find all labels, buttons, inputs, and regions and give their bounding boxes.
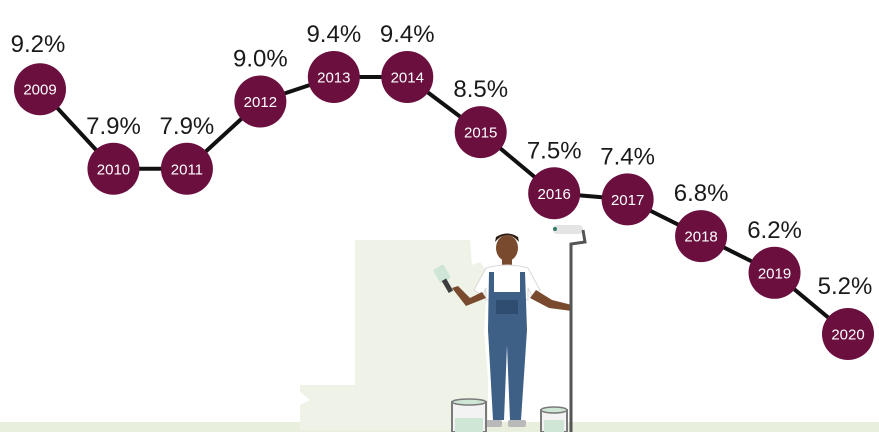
year-label: 2011: [171, 161, 203, 178]
year-label: 2012: [244, 94, 277, 111]
value-label: 9.4%: [306, 21, 361, 48]
data-point-2020: [822, 308, 874, 360]
painter-head: [496, 235, 518, 261]
value-label: 6.2%: [747, 217, 802, 244]
paint-cans: [451, 398, 568, 432]
data-point-2017: [601, 173, 654, 226]
painted-wall: [300, 240, 490, 430]
year-label: 2015: [464, 125, 497, 142]
data-point-2010: [87, 142, 140, 195]
value-label: 8.5%: [453, 76, 508, 103]
paint-brush: [433, 264, 454, 294]
year-label: 2016: [537, 186, 570, 203]
value-label: 5.2%: [818, 273, 873, 300]
data-point-2018: [675, 210, 728, 263]
value-label: 7.9%: [160, 113, 215, 140]
painter-right-arm: [530, 290, 572, 311]
value-label: 9.4%: [380, 21, 435, 48]
year-label: 2010: [97, 161, 130, 178]
year-label: 2013: [317, 70, 350, 87]
value-label: 7.9%: [86, 113, 141, 140]
painter-left-arm: [452, 286, 486, 306]
year-label: 2009: [23, 82, 56, 99]
data-point-2011: [160, 142, 213, 195]
data-point-2014: [381, 51, 434, 103]
painter-overalls: [488, 272, 527, 420]
year-label: 2019: [758, 265, 791, 282]
year-label: 2014: [391, 70, 424, 87]
painter: [433, 225, 587, 432]
value-label: 9.2%: [11, 31, 66, 58]
data-point-2009: [14, 63, 66, 116]
value-label: 6.8%: [674, 180, 729, 207]
data-point-2019: [748, 246, 801, 299]
data-point-2015: [454, 106, 507, 159]
data-point-2012: [234, 75, 287, 128]
painter-illustration: [0, 225, 879, 432]
data-point-2013: [307, 51, 360, 103]
year-label: 2017: [611, 192, 644, 209]
value-label: 7.5%: [527, 137, 582, 164]
year-label: 2018: [684, 229, 717, 246]
year-label: 2020: [831, 327, 864, 344]
paint-roller: [553, 225, 587, 432]
value-label: 9.0%: [233, 45, 288, 72]
data-point-2016: [528, 167, 581, 220]
point-layer: 2009 9.2% 2010 7.9% 2011 7.9% 2012 9.0% 2013 9.4%…: [11, 21, 874, 360]
value-label: 7.4%: [600, 143, 655, 170]
